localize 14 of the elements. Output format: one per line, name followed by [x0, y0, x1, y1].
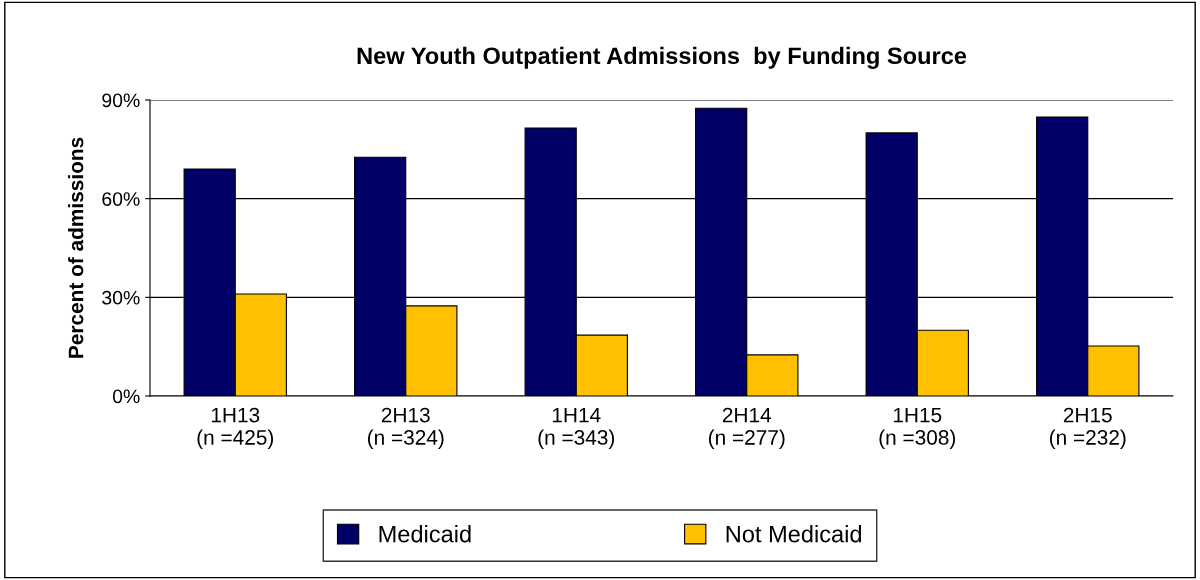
x-tick-label: 1H15 (n =308) [879, 407, 956, 449]
y-tick-label: 60% [102, 192, 140, 206]
x-tick-label: 2H14 (n =277) [708, 407, 785, 449]
y-axis-title: Percent of admissions [68, 137, 84, 358]
x-tick-label: 2H15 (n =232) [1049, 407, 1126, 449]
legend-label: Not Medicaid [726, 525, 862, 543]
y-tick-label: 90% [102, 93, 140, 108]
legend-label: Medicaid [379, 525, 471, 543]
y-tick-label: 30% [102, 290, 140, 305]
y-tick-label: 0% [112, 389, 140, 404]
x-tick-label: 1H14 (n =343) [538, 407, 615, 449]
x-tick-label: 2H13 (n =324) [367, 407, 444, 449]
x-tick-label: 1H13 (n =425) [197, 407, 274, 449]
chart-title: New Youth Outpatient Admissions by Funding Source [357, 46, 967, 69]
